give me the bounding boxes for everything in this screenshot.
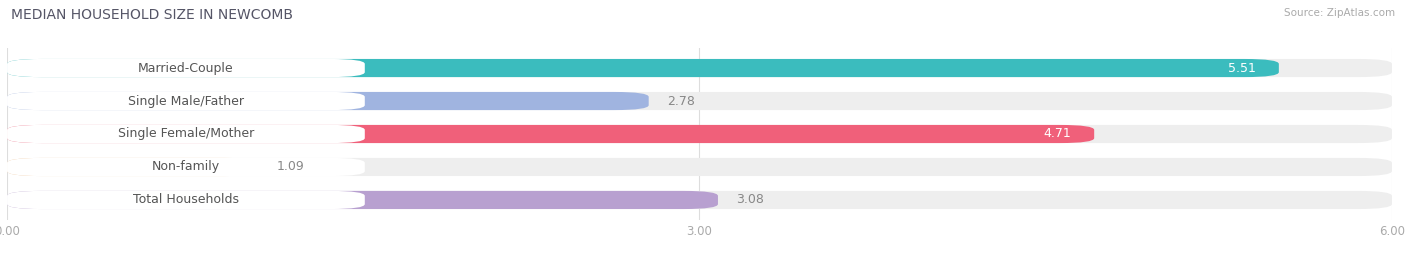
FancyBboxPatch shape — [7, 59, 1392, 77]
FancyBboxPatch shape — [7, 191, 1392, 209]
FancyBboxPatch shape — [7, 158, 364, 176]
Text: 1.09: 1.09 — [277, 161, 305, 173]
FancyBboxPatch shape — [7, 92, 364, 110]
Text: 2.78: 2.78 — [668, 95, 695, 107]
FancyBboxPatch shape — [7, 158, 259, 176]
Text: MEDIAN HOUSEHOLD SIZE IN NEWCOMB: MEDIAN HOUSEHOLD SIZE IN NEWCOMB — [11, 8, 294, 22]
FancyBboxPatch shape — [7, 158, 1392, 176]
FancyBboxPatch shape — [7, 125, 1094, 143]
Text: Total Households: Total Households — [134, 193, 239, 206]
Text: Single Female/Mother: Single Female/Mother — [118, 128, 254, 140]
Text: Non-family: Non-family — [152, 161, 219, 173]
Text: 3.08: 3.08 — [737, 193, 765, 206]
Text: 4.71: 4.71 — [1043, 128, 1071, 140]
Text: Married-Couple: Married-Couple — [138, 62, 233, 75]
FancyBboxPatch shape — [7, 191, 718, 209]
FancyBboxPatch shape — [7, 59, 364, 77]
Text: 5.51: 5.51 — [1227, 62, 1256, 75]
FancyBboxPatch shape — [7, 125, 364, 143]
FancyBboxPatch shape — [7, 92, 1392, 110]
FancyBboxPatch shape — [7, 191, 364, 209]
FancyBboxPatch shape — [7, 125, 1392, 143]
FancyBboxPatch shape — [7, 59, 1279, 77]
Text: Single Male/Father: Single Male/Father — [128, 95, 243, 107]
FancyBboxPatch shape — [7, 92, 648, 110]
Text: Source: ZipAtlas.com: Source: ZipAtlas.com — [1284, 8, 1395, 18]
